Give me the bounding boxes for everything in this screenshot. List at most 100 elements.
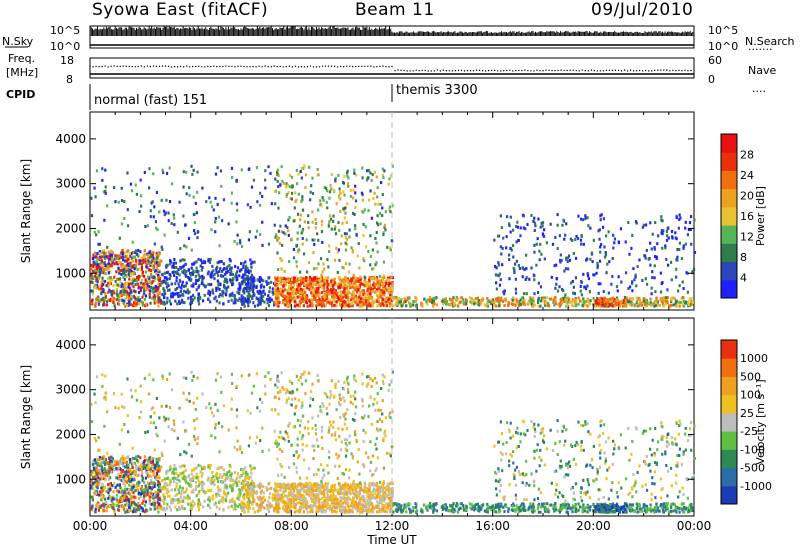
range-cell — [368, 276, 371, 280]
range-cell — [546, 296, 549, 300]
freq-point — [681, 69, 683, 72]
range-cell — [97, 302, 101, 306]
range-cell — [360, 302, 363, 306]
range-cell — [130, 270, 133, 274]
date-title: 09/Jul/2010 — [591, 0, 694, 20]
range-cell — [245, 264, 248, 268]
range-cell — [109, 484, 112, 488]
range-cell — [355, 297, 359, 301]
range-cell — [123, 473, 126, 477]
range-cell — [354, 199, 358, 203]
range-cell — [260, 283, 263, 287]
range-cell — [141, 303, 144, 307]
range-cell — [250, 262, 253, 266]
range-cell — [118, 256, 121, 260]
range-cell — [142, 285, 145, 289]
freq-point — [385, 65, 387, 68]
range-cell — [177, 293, 180, 297]
freq-point — [333, 65, 336, 68]
range-cell — [109, 290, 112, 294]
range-cell — [157, 252, 160, 256]
range-cell — [124, 304, 127, 308]
range-cell — [116, 294, 119, 298]
range-cell — [91, 257, 95, 261]
range-cell — [210, 282, 213, 286]
range-cell — [96, 257, 99, 261]
range-cell — [142, 293, 145, 297]
range-cell — [342, 304, 345, 308]
range-cell — [177, 268, 180, 272]
range-cell — [361, 304, 364, 308]
freq-trace — [89, 65, 694, 75]
range-cell — [345, 286, 348, 290]
range-cell — [638, 258, 641, 262]
range-cell — [115, 498, 118, 502]
range-cell — [329, 217, 333, 221]
range-cell — [157, 260, 160, 264]
range-cell — [577, 302, 580, 306]
range-cell — [276, 251, 279, 255]
range-cell — [127, 297, 130, 301]
range-cell — [174, 292, 177, 296]
freq-point — [602, 70, 605, 72]
range-cell — [138, 298, 142, 302]
range-cell — [94, 489, 97, 493]
range-cell — [153, 279, 156, 283]
range-cell — [383, 223, 386, 227]
range-cell — [595, 301, 598, 305]
range-cell — [311, 280, 314, 284]
range-cell — [236, 266, 240, 270]
range-cell — [252, 294, 255, 298]
range-cell — [373, 300, 376, 304]
range-cell — [654, 300, 658, 304]
range-cell — [144, 304, 147, 308]
range-cell — [275, 235, 279, 239]
range-cell — [296, 303, 299, 307]
range-cell — [347, 296, 350, 300]
range-cell — [116, 483, 119, 487]
range-cell — [222, 302, 225, 306]
range-cell — [131, 281, 134, 285]
range-cell — [247, 297, 251, 301]
range-cell — [192, 269, 195, 273]
range-cell — [171, 291, 174, 295]
range-cell — [94, 283, 97, 287]
range-cell — [624, 240, 627, 244]
range-cell — [120, 265, 123, 269]
range-cell — [238, 291, 241, 295]
range-cell — [372, 290, 375, 294]
range-cell — [575, 303, 578, 307]
range-cell — [514, 224, 518, 228]
range-cell — [155, 271, 158, 275]
range-cell — [599, 245, 602, 249]
range-cell — [323, 289, 326, 293]
range-cell — [149, 475, 153, 479]
range-cell — [686, 290, 689, 294]
range-cell — [376, 281, 379, 285]
freq-panel: Freq. [MHz] 18 8 Nave .... 60 0 — [6, 52, 776, 95]
range-cell — [190, 284, 193, 288]
range-cell — [290, 237, 293, 241]
range-cell — [339, 280, 342, 284]
freq-point — [161, 65, 164, 67]
range-cell — [589, 257, 592, 261]
freq-point — [95, 65, 97, 68]
range-cell — [184, 262, 187, 266]
freq-point — [373, 66, 375, 68]
range-cell — [233, 294, 236, 298]
range-cell — [292, 247, 296, 251]
range-cell — [99, 299, 102, 303]
range-cell — [274, 290, 277, 294]
range-cell — [250, 280, 253, 284]
range-cell — [342, 300, 345, 304]
range-cell — [579, 238, 583, 242]
range-cell — [146, 268, 150, 272]
range-cell — [121, 461, 124, 465]
range-cell — [382, 287, 385, 291]
range-cell — [115, 476, 118, 480]
range-cell — [541, 298, 544, 302]
range-cell — [631, 281, 634, 285]
range-cell — [529, 299, 533, 303]
freq-point — [644, 69, 647, 72]
